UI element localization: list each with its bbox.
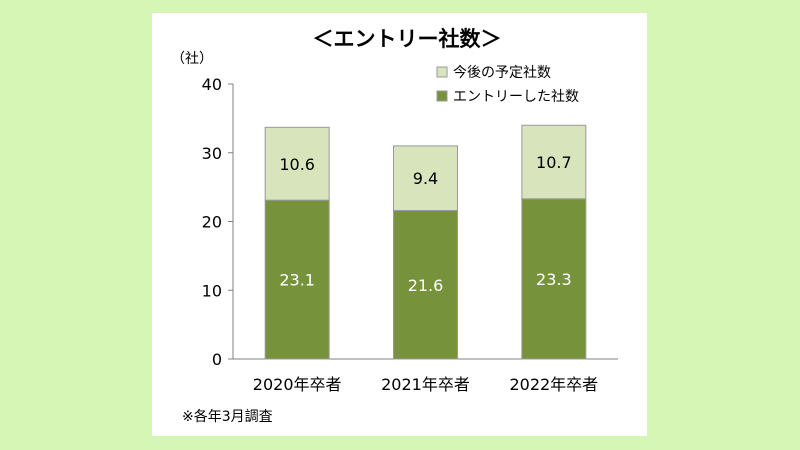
footnote: ※各年3月調査 [182, 409, 273, 425]
x-tick-label: 2021年卒者 [381, 375, 470, 394]
bar-segment [393, 210, 458, 360]
y-tick-label: 10 [202, 281, 222, 300]
x-tick-label: 2020年卒者 [253, 375, 342, 394]
bar-segment [521, 198, 587, 360]
chart-title: ＜エントリー社数＞ [313, 27, 502, 51]
data-label: 21.6 [408, 276, 444, 295]
chart-card: ＜エントリー社数＞ （社） 今後の予定社数エントリーした社数 0 10 20 30 40… [152, 13, 647, 436]
data-label: 9.4 [413, 169, 438, 188]
data-label: 10.7 [536, 153, 572, 172]
x-tick-label: 2022年卒者 [509, 375, 598, 394]
y-tick-label: 20 [202, 213, 222, 232]
data-label: 23.1 [279, 271, 315, 290]
legend-swatch [436, 90, 448, 102]
y-tick-label: 30 [202, 144, 222, 163]
bar-segment [393, 145, 458, 211]
legend-label: エントリーした社数 [453, 89, 579, 105]
bar-segment [264, 199, 330, 360]
y-tick-label: 0 [212, 350, 222, 369]
data-label: 23.3 [536, 270, 572, 289]
legend-swatch [436, 66, 448, 78]
y-tick-label: 40 [202, 75, 222, 94]
plot-area: 0 10 20 30 40 23.1 10.6 2020年卒者 21.6 9.4 2021年卒者 23… [202, 75, 618, 394]
bar-segment [521, 124, 587, 200]
bar-segment [264, 126, 330, 201]
y-unit-label: （社） [171, 51, 213, 67]
legend-label: 今後の予定社数 [453, 65, 551, 81]
data-label: 10.6 [279, 155, 315, 174]
